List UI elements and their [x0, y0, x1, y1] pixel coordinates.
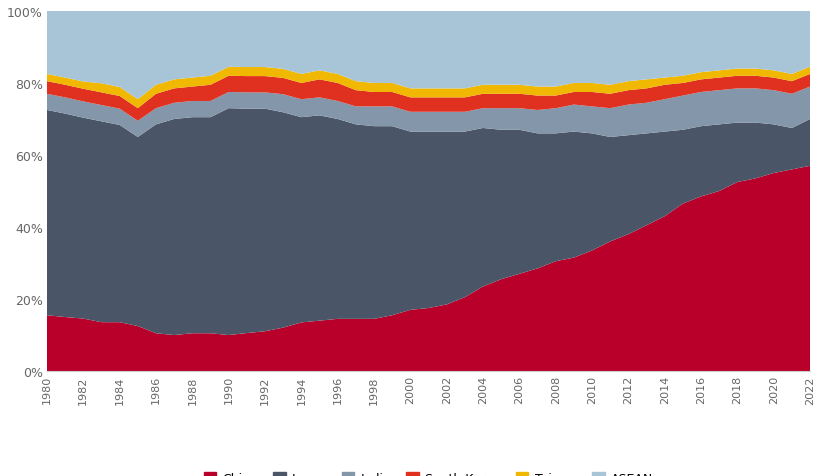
Legend: China, Japan, India, South Korea, Taiwan, ASEAN: China, Japan, India, South Korea, Taiwan…: [199, 467, 658, 476]
